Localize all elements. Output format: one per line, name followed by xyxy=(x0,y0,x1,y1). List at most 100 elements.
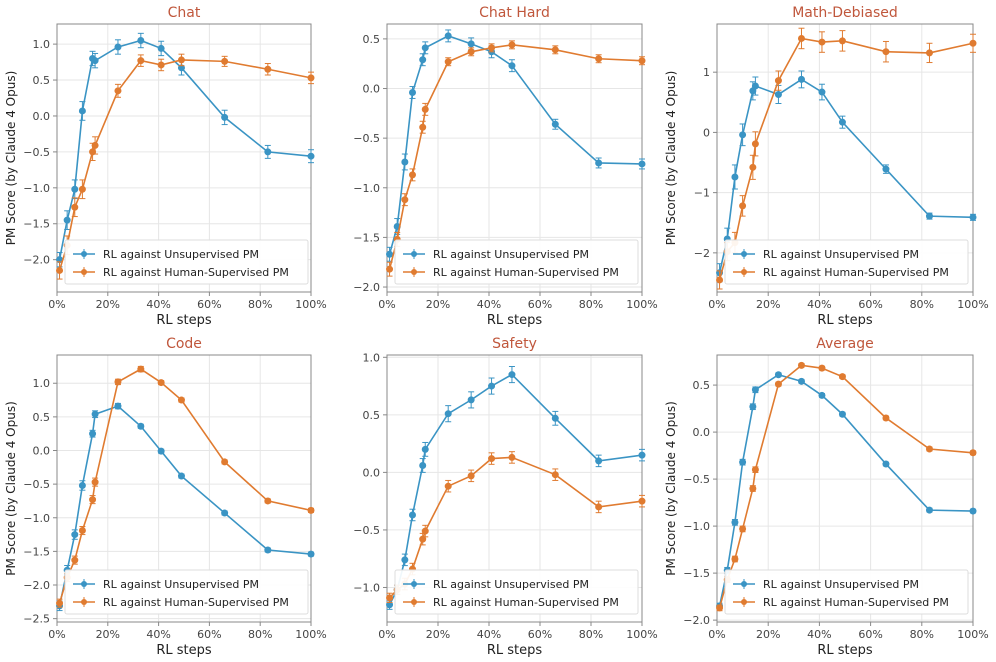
plot-frame xyxy=(386,23,643,293)
data-point xyxy=(264,65,272,73)
y-tick-label: 1.0 xyxy=(33,377,51,390)
y-tick-label: −2.5 xyxy=(23,613,50,626)
data-point xyxy=(467,472,475,480)
x-tick-label: 60% xyxy=(197,298,221,311)
series-line xyxy=(388,35,643,255)
legend-label: RL against Human-Supervised PM xyxy=(103,266,289,279)
data-point xyxy=(749,403,757,411)
data-point xyxy=(774,77,782,85)
data-point xyxy=(838,410,846,418)
data-point xyxy=(751,386,759,394)
legend-label: RL against Human-Supervised PM xyxy=(763,266,949,279)
data-point xyxy=(925,445,933,453)
x-tick-label: 0% xyxy=(378,628,395,641)
data-point xyxy=(818,38,826,46)
legend-label: RL against Unsupervised PM xyxy=(103,248,259,261)
data-point xyxy=(221,509,229,517)
x-tick-label: 100% xyxy=(957,298,988,311)
y-tick-label: −1.0 xyxy=(683,520,710,533)
data-point xyxy=(78,107,86,115)
data-point xyxy=(419,123,427,131)
x-tick-label: 40% xyxy=(807,298,831,311)
plot-frame xyxy=(716,23,974,293)
data-point xyxy=(595,55,603,63)
data-point xyxy=(797,361,805,369)
y-tick-label: 0 xyxy=(703,126,710,139)
data-point xyxy=(818,88,826,96)
data-point xyxy=(488,382,496,390)
data-point xyxy=(508,62,516,70)
y-tick-label: 0.0 xyxy=(363,466,381,479)
chart-panel-5: 0% 20% 40% 60% 80% 100% −1.0 −0.5 0.0 0.5 1.0 Safet… xyxy=(353,336,657,658)
data-point xyxy=(638,160,646,168)
data-point xyxy=(444,32,452,40)
x-tick-label: 60% xyxy=(858,628,882,641)
data-point xyxy=(467,396,475,404)
legend-label: RL against Unsupervised PM xyxy=(433,578,589,591)
legend-marker xyxy=(411,251,417,257)
data-point xyxy=(774,90,782,98)
legend-label: RL against Human-Supervised PM xyxy=(763,596,949,609)
data-point xyxy=(307,74,315,82)
x-tick-label: 100% xyxy=(626,298,657,311)
data-point xyxy=(421,44,429,52)
data-point xyxy=(838,37,846,45)
data-point xyxy=(551,46,559,54)
series-1 xyxy=(56,32,315,268)
y-tick-label: −2 xyxy=(694,247,710,260)
data-point xyxy=(751,82,759,90)
x-tick-label: 40% xyxy=(477,298,501,311)
data-point xyxy=(969,449,977,457)
x-tick-label: 40% xyxy=(146,628,170,641)
legend-marker xyxy=(81,251,87,257)
legend-marker xyxy=(741,599,747,605)
data-point xyxy=(488,455,496,463)
data-point xyxy=(91,478,99,486)
y-tick-label: −1.0 xyxy=(23,182,50,195)
plot-frame xyxy=(56,354,312,623)
data-point xyxy=(264,148,272,156)
data-point xyxy=(774,371,782,379)
chart-title: Average xyxy=(816,336,874,352)
series-1 xyxy=(716,70,977,283)
data-point xyxy=(56,599,64,607)
data-point xyxy=(114,378,122,386)
legend: RL against Unsupervised PM RL against Hum… xyxy=(724,569,969,615)
series-line xyxy=(58,39,312,260)
legend-marker xyxy=(741,581,747,587)
data-point xyxy=(969,39,977,47)
legend-box xyxy=(64,239,309,285)
x-tick-label: 20% xyxy=(426,298,450,311)
data-point xyxy=(421,445,429,453)
legend-label: RL against Unsupervised PM xyxy=(103,578,259,591)
x-tick-label: 100% xyxy=(626,628,657,641)
y-tick-label: −0.5 xyxy=(353,132,380,145)
data-point xyxy=(638,451,646,459)
data-point xyxy=(638,497,646,505)
data-point xyxy=(444,58,452,66)
data-point xyxy=(751,140,759,148)
data-point xyxy=(739,131,747,139)
data-point xyxy=(137,365,145,373)
data-point xyxy=(882,460,890,468)
data-point xyxy=(797,34,805,42)
legend-box xyxy=(724,569,969,615)
y-tick-label: −0.5 xyxy=(353,524,380,537)
y-tick-label: 0.0 xyxy=(363,83,381,96)
data-point xyxy=(925,506,933,514)
data-point xyxy=(114,402,122,410)
data-point xyxy=(797,75,805,83)
data-point xyxy=(264,497,272,505)
data-point xyxy=(508,371,516,379)
data-point xyxy=(177,472,185,480)
data-point xyxy=(595,159,603,167)
data-point xyxy=(137,37,145,45)
x-tick-label: 20% xyxy=(756,298,780,311)
data-point xyxy=(551,471,559,479)
legend: RL against Unsupervised PM RL against Hum… xyxy=(394,569,639,615)
data-point xyxy=(409,511,416,519)
data-point xyxy=(386,265,394,273)
data-point xyxy=(386,594,394,602)
data-point xyxy=(595,457,603,465)
